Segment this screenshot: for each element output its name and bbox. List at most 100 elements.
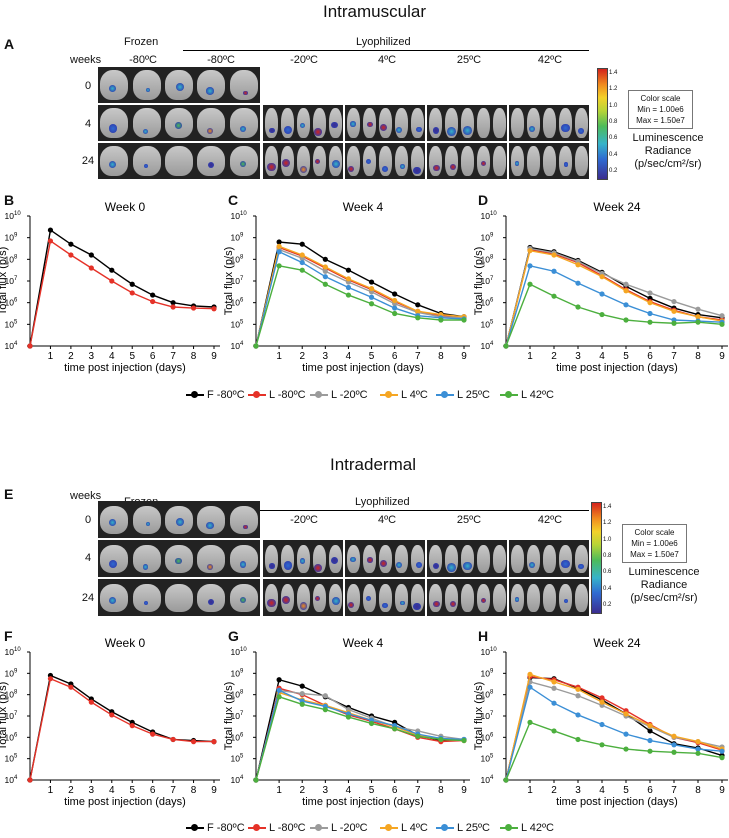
data-point-c-4 xyxy=(299,259,305,266)
legend-item-4: L 25ºC xyxy=(436,389,490,401)
data-point-d-3 xyxy=(647,300,653,306)
data-point-d-2 xyxy=(623,281,629,287)
colorbar-tick: 1.0 xyxy=(609,102,618,109)
legend-marker xyxy=(310,824,328,832)
data-point-h-0 xyxy=(647,728,653,734)
y-tick-exponent-h: 5 xyxy=(490,754,494,760)
data-point-b-1 xyxy=(129,290,135,296)
colorbar-a xyxy=(597,68,608,180)
data-point-d-5 xyxy=(695,319,701,325)
data-point-g-5 xyxy=(253,777,259,783)
data-point-c-3 xyxy=(322,264,328,270)
x-tick-label-g: 3 xyxy=(323,785,329,796)
data-point-d-3 xyxy=(695,314,701,320)
data-point-g-5 xyxy=(276,694,282,700)
y-tick-label-g: 10 xyxy=(231,668,241,678)
y-tick-exponent-g: 9 xyxy=(240,668,244,674)
y-tick-exponent-b: 8 xyxy=(14,254,18,260)
series-line-g-5 xyxy=(255,695,465,781)
data-point-g-5 xyxy=(415,733,421,739)
data-point-f-1 xyxy=(88,699,94,705)
legend-marker xyxy=(380,391,398,399)
x-tick-label-h: 1 xyxy=(527,785,533,796)
x-tick-label-b: 9 xyxy=(211,351,217,362)
lyophilized-label-a: Lyophilized xyxy=(356,36,411,48)
legend-marker xyxy=(380,824,398,832)
week-label-e-4: 4 xyxy=(84,552,92,564)
x-tick-label-b: 3 xyxy=(89,351,95,362)
y-tick-exponent-c: 7 xyxy=(240,276,244,282)
mouse-image-strip xyxy=(98,105,260,141)
luminescence-spot xyxy=(449,600,457,607)
data-point-g-5 xyxy=(392,726,398,732)
x-tick-label-g: 6 xyxy=(392,785,398,796)
data-point-b-0 xyxy=(109,267,115,273)
legend-item-0: F -80ºC xyxy=(186,389,245,401)
mouse-silhouette xyxy=(378,146,392,176)
mouse-image-strip xyxy=(345,540,425,577)
legend-item-5: L 42ºC xyxy=(500,822,554,834)
luminescence-spot xyxy=(208,598,215,606)
panel-letter-f: F xyxy=(4,628,13,644)
luminescence-spot xyxy=(395,562,403,569)
legend-label: L 42ºC xyxy=(521,822,554,834)
mouse-silhouette xyxy=(378,583,392,612)
luminescence-spot xyxy=(243,90,248,95)
x-tick-label-d: 8 xyxy=(695,351,701,362)
y-tick-label-d: 10 xyxy=(481,341,491,351)
data-point-h-4 xyxy=(647,737,653,744)
color-scale-min-e: Min = 1.00e6 xyxy=(631,539,678,548)
y-tick-label-d: 10 xyxy=(481,319,491,329)
mouse-silhouette xyxy=(100,544,129,573)
colorbar-tick: 0.4 xyxy=(609,151,618,158)
x-tick-label-h: 2 xyxy=(551,785,557,796)
y-tick-label-f: 10 xyxy=(5,754,15,764)
y-tick-exponent-g: 4 xyxy=(240,775,244,781)
y-tick-label-h: 10 xyxy=(481,754,491,764)
data-point-g-4 xyxy=(276,687,282,694)
luminescence-spot xyxy=(514,597,520,603)
legend-marker xyxy=(436,391,454,399)
luminescence-spot xyxy=(379,124,387,132)
series-line-d-4 xyxy=(505,265,723,347)
frozen-temp-a: -80ºC xyxy=(129,54,157,66)
x-tick-label-f: 7 xyxy=(170,785,176,796)
luminescence-spot xyxy=(528,126,535,132)
y-tick-label-g: 10 xyxy=(231,647,241,657)
luminescence-spot xyxy=(561,559,570,569)
legend-label: L 42ºC xyxy=(521,389,554,401)
data-point-c-4 xyxy=(345,284,352,291)
data-point-d-3 xyxy=(623,288,629,294)
x-tick-label-c: 2 xyxy=(299,351,305,362)
mouse-silhouette xyxy=(510,108,524,138)
y-tick-exponent-b: 6 xyxy=(14,298,18,304)
mouse-image-strip xyxy=(509,579,589,616)
y-tick-label-f: 10 xyxy=(5,647,15,657)
data-point-h-3 xyxy=(599,699,605,705)
luminescence-spot xyxy=(462,561,472,571)
y-tick-exponent-h: 7 xyxy=(490,711,494,717)
luminescence-spot xyxy=(432,562,440,570)
series-line-c-2 xyxy=(255,248,465,347)
data-point-h-4 xyxy=(527,684,533,690)
data-point-f-1 xyxy=(68,684,74,690)
luminescence-spot xyxy=(433,601,440,608)
luminescence-spot xyxy=(144,164,149,169)
intradermal-title: Intradermal xyxy=(330,455,416,474)
week-label-a-24: 24 xyxy=(81,155,95,167)
x-tick-label-c: 3 xyxy=(323,351,329,362)
y-tick-exponent-c: 8 xyxy=(240,254,244,260)
radiance-text-e: Radiance xyxy=(640,579,688,591)
luminescence-spot xyxy=(283,125,293,135)
mouse-silhouette xyxy=(574,146,588,176)
luminescence-spot xyxy=(314,564,322,572)
y-tick-label-h: 10 xyxy=(481,647,491,657)
y-tick-label-g: 10 xyxy=(231,711,241,721)
x-tick-label-h: 4 xyxy=(599,785,605,796)
panel-letter-b: B xyxy=(4,192,15,208)
y-axis-label-d: Total flux (p/s) xyxy=(473,247,485,315)
legend-item-4: L 25ºC xyxy=(436,822,490,834)
data-point-c-5 xyxy=(276,263,282,269)
data-point-d-4 xyxy=(575,280,581,286)
x-axis-label-c: time post injection (days) xyxy=(302,362,424,374)
